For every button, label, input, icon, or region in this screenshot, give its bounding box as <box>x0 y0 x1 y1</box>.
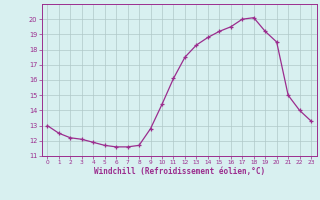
X-axis label: Windchill (Refroidissement éolien,°C): Windchill (Refroidissement éolien,°C) <box>94 167 265 176</box>
